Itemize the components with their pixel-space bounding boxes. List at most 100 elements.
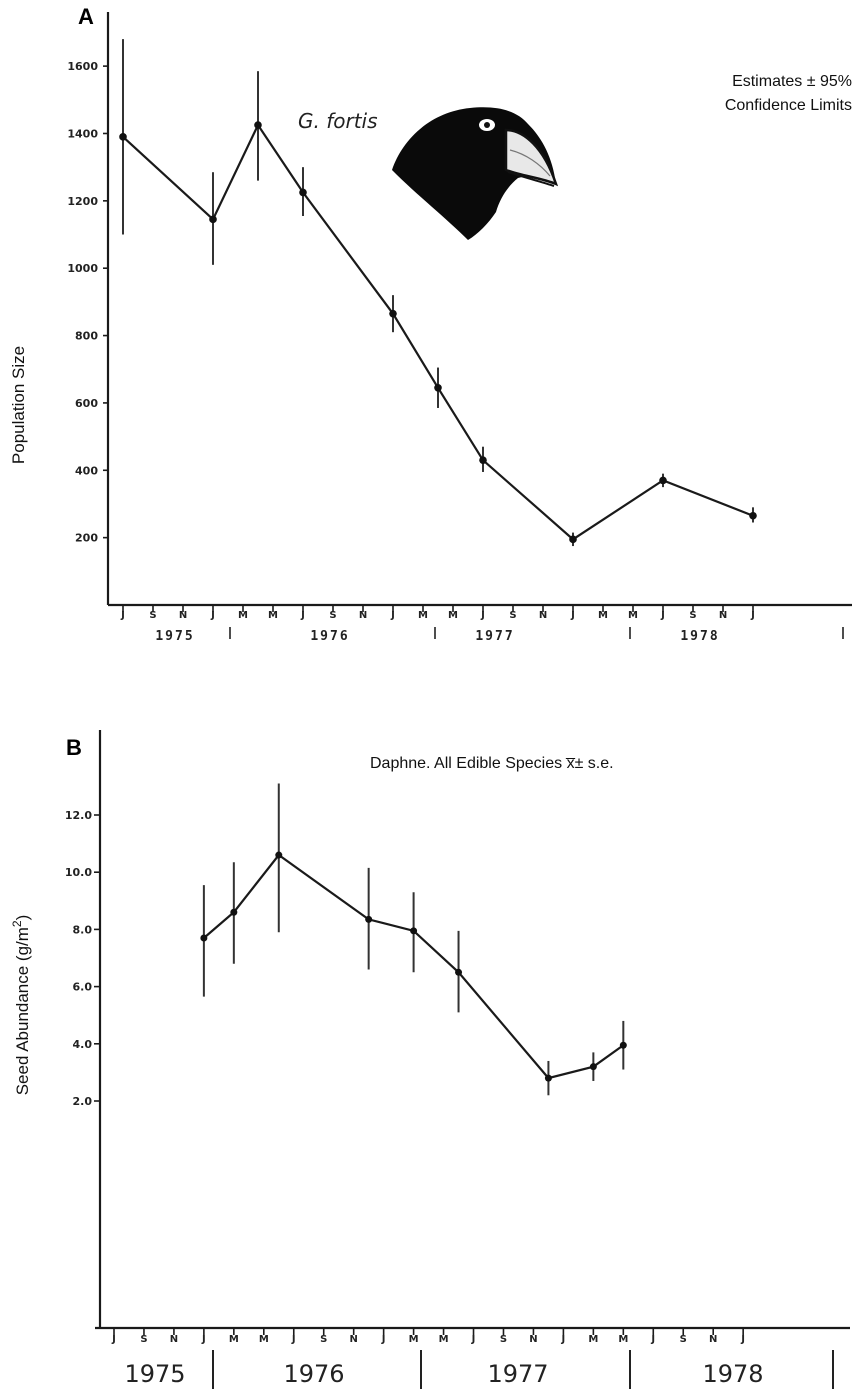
x-month-label: J (660, 610, 665, 621)
data-point (275, 851, 283, 859)
x-month-label: N (179, 610, 187, 621)
data-point (479, 456, 487, 464)
x-month-label: M (439, 1334, 449, 1345)
data-point (619, 1041, 627, 1049)
panel-a-annotation-line1: Estimates ± 95% (732, 73, 852, 90)
x-month-label: N (709, 1334, 717, 1345)
x-month-label: N (539, 610, 547, 621)
x-month-label: J (650, 1334, 655, 1345)
panel-a-annotation-line2: Confidence Limits (725, 97, 852, 114)
x-month-label: M (628, 610, 638, 621)
x-month-label: J (390, 610, 395, 621)
data-point (365, 915, 373, 923)
y-tick-label: 800 (75, 330, 98, 343)
x-year-label: 1975 (155, 629, 194, 644)
x-month-label: S (140, 1334, 147, 1345)
y-tick-label: 8.0 (73, 923, 93, 936)
panel-a-species-label: G. fortis (298, 109, 378, 133)
panel-a-axes (106, 12, 852, 607)
x-month-label: J (291, 1334, 296, 1345)
x-month-label: M (409, 1334, 419, 1345)
panel-a-year-labels: 1975 1976 1977 1978 (155, 627, 844, 644)
data-point (659, 476, 667, 485)
data-point (230, 908, 238, 916)
panel-b-year-labels: 1975 1976 1977 1978 (124, 1350, 834, 1389)
y-tick-label: 400 (75, 464, 98, 477)
panel-a-points (119, 121, 757, 544)
panel-b-points (200, 851, 627, 1082)
panel-b-seed-chart: B Seed Abundance (g/m2) Daphne. All Edib… (10, 730, 850, 1389)
data-point (749, 511, 757, 520)
panel-a-label: A (78, 4, 94, 29)
x-month-label: N (170, 1334, 178, 1345)
x-month-label: S (689, 610, 696, 621)
y-tick-label: 2.0 (73, 1095, 93, 1108)
data-point (410, 927, 418, 935)
x-month-label: J (480, 610, 485, 621)
y-tick-label: 200 (75, 532, 98, 545)
x-month-label: M (238, 610, 248, 621)
panel-a-y-axis-label: Population Size (9, 346, 28, 464)
x-month-label: J (120, 610, 125, 621)
y-tick-label: 12.0 (65, 809, 92, 822)
x-month-label: J (381, 1334, 386, 1345)
x-month-label: J (300, 610, 305, 621)
panel-a-series-line (122, 122, 754, 541)
panel-b-error-bars (202, 783, 625, 1096)
panel-a-y-ticks: 200 400 600 800 1000 1200 1400 1600 (67, 60, 108, 545)
x-year-label: 1977 (475, 629, 514, 644)
x-month-label: N (359, 610, 367, 621)
data-point (299, 188, 307, 197)
x-year-label: 1976 (283, 1360, 344, 1388)
x-month-label: J (561, 1334, 566, 1345)
data-point (254, 121, 262, 129)
x-year-label: 1975 (124, 1360, 185, 1388)
panel-b-axes (95, 730, 850, 1330)
x-month-label: N (719, 610, 727, 621)
x-month-label: N (529, 1334, 537, 1345)
panel-a-population-chart: A Population Size Estimates ± 95% Confid… (9, 4, 852, 644)
x-month-label: S (149, 610, 156, 621)
x-month-label: M (588, 1334, 598, 1345)
x-year-label: 1976 (310, 629, 349, 644)
panel-b-y-axis-label: Seed Abundance (g/m2) (10, 915, 32, 1096)
x-year-label: 1977 (487, 1360, 548, 1388)
data-point (119, 133, 127, 141)
data-point (544, 1074, 552, 1082)
x-year-label: 1978 (702, 1360, 763, 1388)
x-month-label: M (618, 1334, 628, 1345)
y-tick-label: 1000 (67, 262, 98, 275)
data-point (455, 968, 463, 976)
x-month-label: S (509, 610, 516, 621)
y-tick-label: 6.0 (73, 981, 93, 994)
x-month-label: S (320, 1334, 327, 1345)
data-point (200, 934, 208, 942)
y-tick-label: 1600 (67, 60, 98, 73)
x-month-label: M (268, 610, 278, 621)
panel-b-label: B (66, 735, 82, 760)
data-point (209, 215, 217, 224)
x-month-label: S (680, 1334, 687, 1345)
x-month-label: M (598, 610, 608, 621)
panel-b-annotation: Daphne. All Edible Species x̅± s.e. (370, 755, 614, 772)
x-month-label: S (500, 1334, 507, 1345)
x-month-label: J (111, 1334, 116, 1345)
data-point (569, 535, 577, 544)
x-year-label: 1978 (680, 629, 719, 644)
data-point (434, 383, 442, 392)
x-month-label: M (229, 1334, 239, 1345)
x-month-label: S (329, 610, 336, 621)
x-month-label: N (349, 1334, 357, 1345)
y-tick-label: 1400 (67, 127, 98, 140)
x-month-label: M (448, 610, 458, 621)
x-month-label: J (201, 1334, 206, 1345)
y-tick-label: 1200 (67, 195, 98, 208)
panel-b-y-ticks: 2.0 4.0 6.0 8.0 10.0 12.0 (65, 809, 100, 1108)
x-month-label: J (570, 610, 575, 621)
y-tick-label: 600 (75, 397, 98, 410)
panel-a-error-bars (122, 39, 754, 547)
data-point (589, 1063, 597, 1071)
